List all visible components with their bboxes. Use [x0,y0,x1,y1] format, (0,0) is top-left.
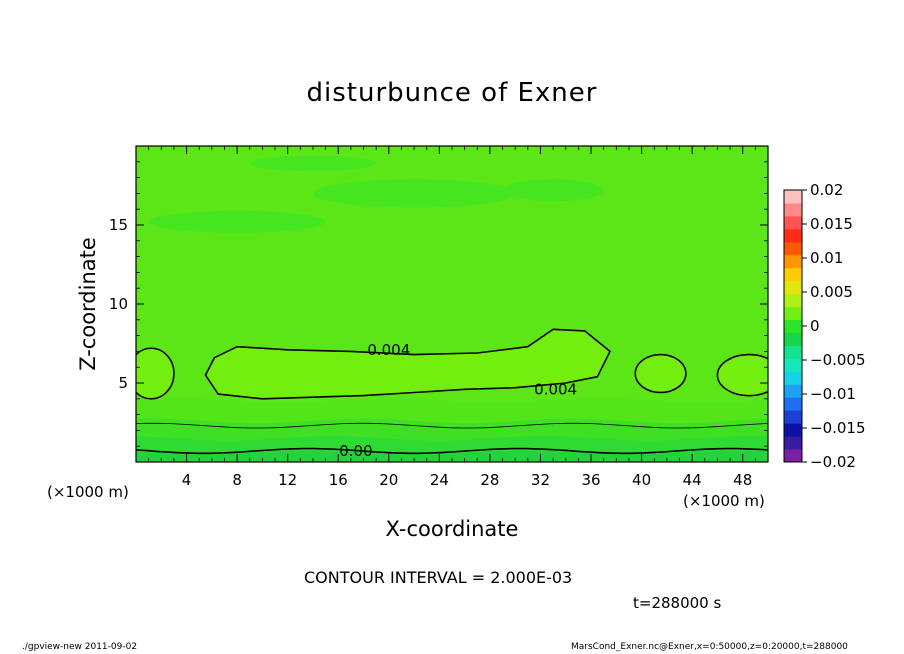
field-band [136,451,768,462]
y-tick-label: 5 [118,374,128,392]
colorbar-swatch [784,190,802,204]
x-tick-label: 16 [329,471,348,489]
x-tick-label: 44 [683,471,702,489]
x-tick-label: 32 [531,471,550,489]
colorbar-swatch [784,332,802,346]
colorbar-swatch [784,267,802,282]
colorbar-tick-label: 0.015 [810,215,853,233]
colorbar-swatch [784,215,802,230]
footer-program-label: ./gpview-new 2011-09-02 [22,642,138,652]
colorbar-swatch [784,280,802,295]
colorbar-swatch [784,345,802,359]
colorbar: 0.02 0.015 0.01 0.005 0 −0.005 −0.01 −0.015 −0.0… [783,181,866,471]
time-label: t=288000 s [633,594,722,612]
x-unit-label: (×1000 m) [683,492,765,510]
colorbar-swatch [784,358,802,372]
colorbar-tick-label: −0.005 [810,351,866,369]
field-high-region [205,329,610,399]
field-high-region [136,348,174,399]
footer-source-label: MarsCond_Exner.nc@Exner,x=0:50000,z=0:20… [571,642,848,652]
colorbar-swatch [784,449,802,463]
colorbar-swatch [784,410,802,424]
colorbar-tick-label: −0.01 [810,385,856,403]
field-high-region [717,354,768,396]
colorbar-swatch [784,241,802,256]
colorbar-tick-label: 0.02 [810,181,843,199]
chart-title: disturbunce of Exner [306,78,598,108]
colorbar-swatch [784,228,802,243]
field-patch [249,155,377,172]
x-tick-label: 28 [480,471,499,489]
y-tick-label: 10 [109,295,128,313]
colorbar-swatch [784,254,802,269]
contour-interval-label: CONTOUR INTERVAL = 2.000E-03 [304,568,573,587]
x-tick-label: 36 [581,471,600,489]
colorbar-swatch [784,423,802,437]
contour-label: 0.004 [367,341,410,359]
contour-label: 0.004 [534,380,577,398]
contour-line [136,347,175,400]
colorbar-tick-label: 0.005 [810,283,853,301]
z-unit-label: (×1000 m) [47,483,129,501]
colorbar-tick-label: 0 [810,317,820,335]
field-patch [148,210,326,233]
x-tick-label: 48 [733,471,752,489]
colorbar-tick-label: −0.015 [810,419,866,437]
contour-plot-area: 0.004 0.004 0.00 [136,146,768,462]
x-axis-title: X-coordinate [386,517,519,541]
x-tick-label: 24 [430,471,449,489]
field-high-region [635,354,686,393]
y-tick-label: 15 [109,216,128,234]
colorbar-swatch [784,384,802,398]
colorbar-swatch [784,306,802,321]
contour-line [136,422,768,429]
x-tick-label: 20 [379,471,398,489]
colorbar-swatch [784,371,802,385]
contour-line [634,353,687,394]
colorbar-swatch [784,202,802,217]
contour-line [716,353,768,397]
x-tick-label: 40 [632,471,651,489]
colorbar-swatch [784,397,802,411]
field-patch [312,179,516,208]
contour-label: 0.00 [339,442,372,460]
x-tick-label: 4 [182,471,192,489]
colorbar-swatch [784,436,802,450]
contour-line [204,328,611,400]
y-axis-title: Z-coordinate [76,237,100,371]
contour-line [136,447,768,455]
colorbar-swatch [784,319,802,333]
colorbar-tick-label: 0.01 [810,249,843,267]
x-tick-label: 8 [232,471,242,489]
colorbar-swatch [784,293,802,308]
colorbar-tick-label: −0.02 [810,453,856,471]
axes: 4 8 12 16 20 24 28 32 36 40 44 4851015X-coordinateZ… [47,146,768,541]
field-patch [502,179,604,202]
x-tick-label: 12 [278,471,297,489]
